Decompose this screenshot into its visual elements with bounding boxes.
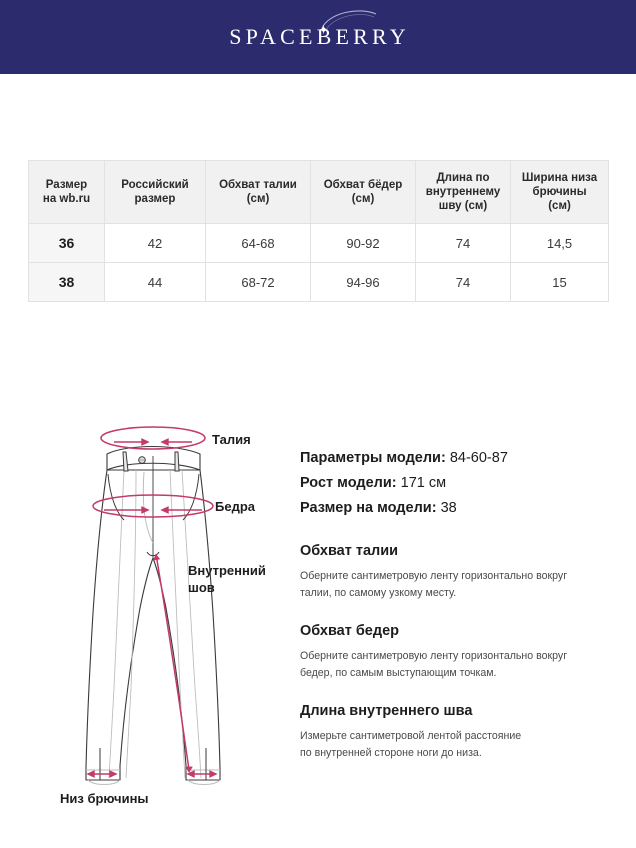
col-header-ru-size-line2: размер xyxy=(134,193,176,205)
size-table-container: Размер на wb.ru Российский размер Обхват… xyxy=(28,160,609,302)
model-height-line: Рост модели: 171 см xyxy=(300,471,620,496)
table-row: 38 44 68-72 94-96 74 15 xyxy=(28,262,609,302)
col-header-inseam: Длина по внутреннему шву (см) xyxy=(415,160,511,224)
measure-block-hips: Обхват бедер Оберните сантиметровую лент… xyxy=(300,623,620,681)
diagram-label-hips: Бедра xyxy=(215,499,255,514)
size-table: Размер на wb.ru Российский размер Обхват… xyxy=(28,160,609,302)
col-header-wb-size-line2: на wb.ru xyxy=(42,193,91,205)
measure-block-waist: Обхват талии Оберните сантиметровую лент… xyxy=(300,543,620,601)
trousers-illustration xyxy=(85,426,221,785)
col-header-hips-line2: (см) xyxy=(351,193,375,205)
cell-waist: 68-72 xyxy=(205,262,311,302)
brand-logo[interactable]: SPACEBERRY xyxy=(226,10,410,59)
measure-desc-hips-line1: Оберните сантиметровую ленту горизонталь… xyxy=(300,650,568,662)
col-header-inseam-line2: внутреннему xyxy=(425,186,501,198)
model-size-label: Размер на модели: xyxy=(300,500,437,516)
col-header-waist-line2: (см) xyxy=(246,193,270,205)
cell-wb-size: 36 xyxy=(28,223,105,263)
model-params-value: 84-60-87 xyxy=(449,450,508,466)
col-header-inseam-line1: Длина по xyxy=(436,172,490,184)
measure-desc-waist: Оберните сантиметровую ленту горизонталь… xyxy=(300,568,620,601)
model-size-line: Размер на модели: 38 xyxy=(300,496,620,521)
measure-desc-waist-line2: талии, по самому узкому месту. xyxy=(300,586,457,599)
cell-inseam: 74 xyxy=(415,262,511,302)
col-header-hem-width-line2: брючины xyxy=(532,186,587,198)
measure-block-inseam: Длина внутреннего шва Измерьте сантиметр… xyxy=(300,703,620,761)
measure-desc-waist-line1: Оберните сантиметровую ленту горизонталь… xyxy=(300,570,568,582)
table-body: 36 42 64-68 90-92 74 14,5 38 44 68-72 94… xyxy=(28,223,609,302)
col-header-inseam-line3: шву (см) xyxy=(438,200,488,212)
model-size-value: 38 xyxy=(440,500,457,516)
model-height-label: Рост модели: xyxy=(300,475,397,491)
cell-hem-width: 14,5 xyxy=(510,223,609,263)
col-header-hips-line1: Обхват бёдер xyxy=(323,179,403,191)
measure-desc-inseam-line2: по внутренней стороне ноги до низа. xyxy=(300,746,482,759)
model-params-line: Параметры модели: 84-60-87 xyxy=(300,446,620,471)
col-header-wb-size-line1: Размер xyxy=(45,179,88,191)
diagram-label-inseam: Внутренний шов xyxy=(188,563,266,595)
measurement-guide-section: Талия Бедра Внутренний шов Низ брючины П… xyxy=(0,408,636,848)
col-header-hem-width: Ширина низа брючины (см) xyxy=(510,160,609,224)
measure-desc-inseam-line1: Измерьте сантиметровой лентой расстояние xyxy=(300,730,522,742)
measurement-text-column: Параметры модели: 84-60-87 Рост модели: … xyxy=(300,446,620,761)
site-header: SPACEBERRY xyxy=(0,0,636,74)
measure-desc-hips-line2: бедер, по самым выступающим точкам. xyxy=(300,666,497,679)
cell-inseam: 74 xyxy=(415,223,511,263)
measure-desc-hips: Оберните сантиметровую ленту горизонталь… xyxy=(300,648,620,681)
diagram-label-waist: Талия xyxy=(212,432,251,447)
table-header: Размер на wb.ru Российский размер Обхват… xyxy=(28,160,609,224)
col-header-ru-size: Российский размер xyxy=(104,160,206,224)
col-header-wb-size: Размер на wb.ru xyxy=(28,160,105,224)
measure-desc-inseam: Измерьте сантиметровой лентой расстояние… xyxy=(300,728,620,761)
col-header-hips: Обхват бёдер (см) xyxy=(310,160,416,224)
measure-title-hips: Обхват бедер xyxy=(300,623,400,639)
col-header-hem-width-line1: Ширина низа xyxy=(521,172,598,184)
measure-title-waist: Обхват талии xyxy=(300,543,399,559)
cell-hips: 94-96 xyxy=(310,262,416,302)
trousers-diagram: Талия Бедра Внутренний шов Низ брючины xyxy=(52,408,292,828)
table-header-row: Размер на wb.ru Российский размер Обхват… xyxy=(28,160,609,224)
cell-hem-width: 15 xyxy=(510,262,609,302)
brand-name: SPACEBERRY xyxy=(229,24,410,49)
col-header-hem-width-line3: (см) xyxy=(548,200,571,212)
cell-ru-size: 44 xyxy=(104,262,206,302)
cell-wb-size: 38 xyxy=(28,262,105,302)
measure-title-inseam: Длина внутреннего шва xyxy=(300,703,473,719)
cell-waist: 64-68 xyxy=(205,223,311,263)
table-row: 36 42 64-68 90-92 74 14,5 xyxy=(28,223,609,263)
col-header-waist: Обхват талии (см) xyxy=(205,160,311,224)
col-header-ru-size-line1: Российский xyxy=(121,179,189,191)
col-header-waist-line1: Обхват талии xyxy=(219,179,297,191)
cell-hips: 90-92 xyxy=(310,223,416,263)
model-params-label: Параметры модели: xyxy=(300,450,446,466)
model-height-value: 171 см xyxy=(400,475,447,491)
cell-ru-size: 42 xyxy=(104,223,206,263)
diagram-label-hem: Низ брючины xyxy=(60,791,149,806)
